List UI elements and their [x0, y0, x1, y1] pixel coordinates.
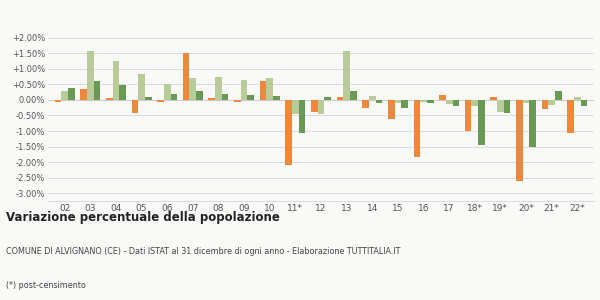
Bar — [61, 91, 68, 100]
Bar — [138, 74, 145, 100]
Bar — [439, 95, 446, 100]
Bar — [413, 100, 420, 157]
Bar — [504, 100, 511, 113]
Bar — [548, 100, 555, 105]
Bar — [427, 100, 434, 103]
Text: Variazione percentuale della popolazione: Variazione percentuale della popolazione — [6, 212, 280, 224]
Bar — [452, 100, 459, 106]
Bar — [215, 76, 222, 100]
Bar — [145, 97, 152, 100]
Bar — [317, 100, 325, 114]
Bar — [106, 98, 113, 100]
Bar — [478, 100, 485, 145]
Bar — [395, 100, 401, 103]
Bar — [465, 100, 472, 131]
Bar — [343, 51, 350, 100]
Bar — [80, 89, 87, 100]
Bar — [113, 61, 119, 100]
Bar — [164, 84, 170, 100]
Bar — [247, 95, 254, 100]
Bar — [529, 100, 536, 147]
Bar — [325, 97, 331, 100]
Bar — [337, 97, 343, 100]
Bar — [446, 100, 452, 104]
Bar — [523, 100, 529, 103]
Bar — [369, 96, 376, 100]
Bar — [131, 100, 138, 113]
Bar — [574, 97, 581, 100]
Bar — [286, 100, 292, 165]
Bar — [472, 100, 478, 106]
Bar — [94, 81, 100, 100]
Bar — [68, 88, 74, 100]
Text: (*) post-censimento: (*) post-censimento — [6, 280, 86, 290]
Bar — [376, 100, 382, 103]
Bar — [292, 100, 299, 114]
Bar — [420, 100, 427, 102]
Bar — [273, 96, 280, 100]
Bar — [581, 100, 587, 106]
Bar — [555, 91, 562, 100]
Bar — [196, 91, 203, 100]
Bar — [183, 53, 190, 100]
Bar — [119, 85, 126, 100]
Bar — [401, 100, 408, 108]
Bar — [190, 78, 196, 100]
Bar — [266, 78, 273, 100]
Bar — [87, 51, 94, 100]
Bar — [234, 100, 241, 101]
Bar — [311, 100, 317, 112]
Bar — [208, 98, 215, 100]
Bar — [542, 100, 548, 109]
Bar — [222, 94, 229, 100]
Bar — [568, 100, 574, 133]
Text: COMUNE DI ALVIGNANO (CE) - Dati ISTAT al 31 dicembre di ogni anno - Elaborazione: COMUNE DI ALVIGNANO (CE) - Dati ISTAT al… — [6, 248, 400, 256]
Bar — [497, 100, 504, 112]
Bar — [490, 97, 497, 100]
Bar — [157, 100, 164, 101]
Bar — [350, 91, 356, 100]
Bar — [241, 80, 247, 100]
Bar — [362, 100, 369, 108]
Bar — [516, 100, 523, 181]
Bar — [299, 100, 305, 133]
Bar — [170, 94, 177, 100]
Bar — [388, 100, 395, 119]
Bar — [55, 100, 61, 102]
Bar — [260, 81, 266, 100]
